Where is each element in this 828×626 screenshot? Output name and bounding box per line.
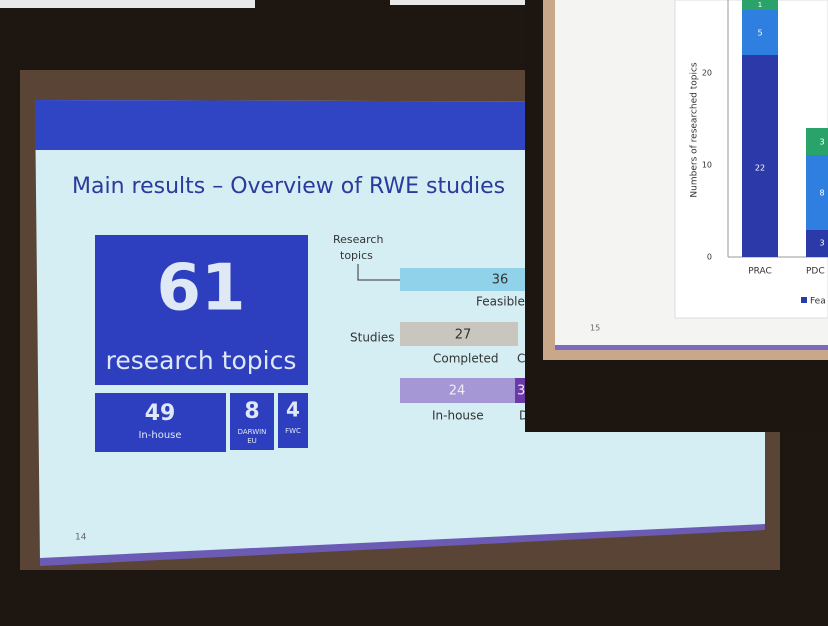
total: 61 [156,252,245,326]
row-label: Research [333,233,383,246]
split-label: EU [247,437,257,445]
bar-label: Feasible [476,295,525,309]
corner-patch [0,0,255,8]
split-label: DARWIN [238,428,267,436]
row-label: topics [340,249,373,262]
y-tick-label: 10 [702,161,712,170]
split-label: In-house [138,430,181,441]
split-value: 4 [286,398,300,422]
bar-value: 27 [455,328,472,343]
segment-label: 3 [819,239,824,248]
segment-label: 5 [757,29,762,38]
row-label: Studies [350,331,395,345]
legend-swatch [801,297,807,303]
slide-footer-line [555,345,828,350]
legend-label: Fea [810,297,826,307]
photo: Main results – Overview of RWE studies 6… [0,0,828,626]
x-tick-label: PDC [806,267,825,277]
page-number: 15 [590,324,600,333]
total-label: research topics [106,346,297,375]
y-tick-label: 20 [702,69,712,78]
segment-label: 22 [755,164,765,173]
page-number: 14 [75,533,87,543]
slide-title: Main results – Overview of RWE studies [72,174,505,199]
split-label: FWC [285,427,301,435]
bar-value: 36 [492,273,509,288]
corner-patch [390,0,525,5]
y-tick-label: 0 [707,253,712,262]
bar-label: C [517,352,525,366]
bar-segment [806,230,828,257]
x-tick-label: PRAC [748,267,772,277]
bar-label: Completed [433,352,498,366]
bar-label: In-house [432,409,484,423]
segment-label: 8 [819,189,824,198]
bar-value: 3 [517,384,525,399]
bar-segment [806,128,828,155]
y-axis-label: Numbers of researched topics [690,62,700,197]
page: Main results – Overview of RWE studies 6… [0,0,828,626]
segment-label: 3 [819,138,824,147]
split-value: 49 [145,401,176,426]
bar-value: 24 [449,384,466,399]
bar-segment [806,155,828,230]
split-value: 8 [244,399,259,424]
bar-segment [742,55,778,257]
segment-label: 1 [758,1,762,9]
